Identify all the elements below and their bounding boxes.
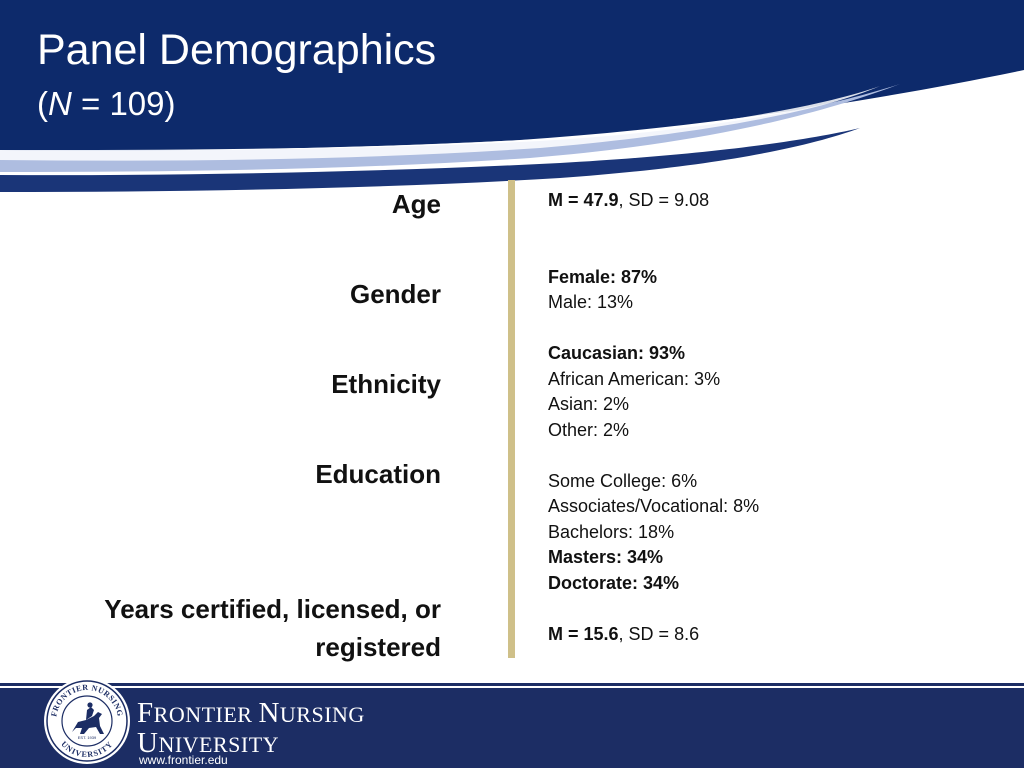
years-sd: , SD = 8.6 <box>618 623 700 644</box>
education-bachelors: Bachelors: 18% <box>548 521 675 542</box>
ethnicity-caucasian-text: Caucasian: 93% <box>548 343 686 363</box>
website-url[interactable]: www.frontier.edu <box>139 753 228 767</box>
label-ethnicity: Ethnicity <box>331 369 441 399</box>
education-masters: Masters: 34% <box>548 545 759 571</box>
header-banner <box>0 0 1024 192</box>
ethnicity-asian: Asian: 2% <box>548 394 630 414</box>
education-doctorate-text: Doctorate: 34% <box>548 572 680 593</box>
slide-subtitle: (N = 109) <box>37 82 176 126</box>
education-doctorate: Doctorate: 34% <box>548 571 759 597</box>
label-education: Education <box>315 459 441 489</box>
wordmark-line1: FRONTIER NURSING <box>137 699 365 729</box>
subtitle-n: N <box>48 85 72 122</box>
gender-female: Female: 87% <box>548 265 759 291</box>
ethnicity-african-american: African American: 3% <box>548 368 721 389</box>
wordmark-line2: UNIVERSITY <box>137 729 365 759</box>
footer-top-line <box>0 683 1024 686</box>
wordmark-niversity: NIVERSITY <box>158 732 280 757</box>
header-white-swoosh <box>0 86 880 161</box>
education-some-college: Some College: 6% <box>548 470 698 491</box>
wordmark-ursing: URSING <box>279 702 365 727</box>
years-mean: M = 15.6 <box>548 623 619 644</box>
age-value: M = 47.9, SD = 9.08 <box>548 188 759 214</box>
years-value: M = 15.6, SD = 8.6 <box>548 622 759 648</box>
age-sd: , SD = 9.08 <box>618 190 710 210</box>
label-years-line1: Years certified, licensed, or <box>104 594 441 624</box>
spacer <box>548 316 759 342</box>
label-years-line2: registered <box>315 632 441 662</box>
education-masters-text: Masters: 34% <box>548 547 664 567</box>
footer-bar <box>0 688 1024 768</box>
wordmark-f: F <box>137 697 154 729</box>
values-column: M = 47.9, SD = 9.08 Female: 87% Male: 13… <box>548 188 759 647</box>
spacer <box>548 443 759 469</box>
spacer <box>548 214 759 265</box>
label-age: Age <box>391 189 441 219</box>
university-wordmark: FRONTIER NURSING UNIVERSITY <box>137 699 365 759</box>
spacer <box>548 596 759 622</box>
wordmark-ronteir: RONTIER <box>153 702 259 727</box>
ethnicity-other: Other: 2% <box>548 419 630 440</box>
header-bottom-navy-band <box>0 128 860 192</box>
wordmark-u: U <box>137 727 159 759</box>
wordmark-n: N <box>258 697 280 729</box>
subtitle-rest: = 109) <box>71 85 176 122</box>
vertical-divider <box>508 180 515 658</box>
slide-title: Panel Demographics <box>37 26 437 74</box>
age-mean: M = 47.9 <box>548 190 619 210</box>
gender-male: Male: 13% <box>548 292 634 312</box>
ethnicity-caucasian: Caucasian: 93% <box>548 341 759 367</box>
svg-text:EST. 1939: EST. 1939 <box>78 735 97 740</box>
label-gender: Gender <box>349 279 441 309</box>
header-navy-band <box>0 0 1024 150</box>
education-associates: Associates/Vocational: 8% <box>548 496 760 516</box>
gender-female-text: Female: 87% <box>548 266 658 287</box>
university-seal-icon: FRONTIER NURSING UNIVERSITY EST. 1939 <box>44 678 130 764</box>
subtitle-open: ( <box>37 85 48 122</box>
